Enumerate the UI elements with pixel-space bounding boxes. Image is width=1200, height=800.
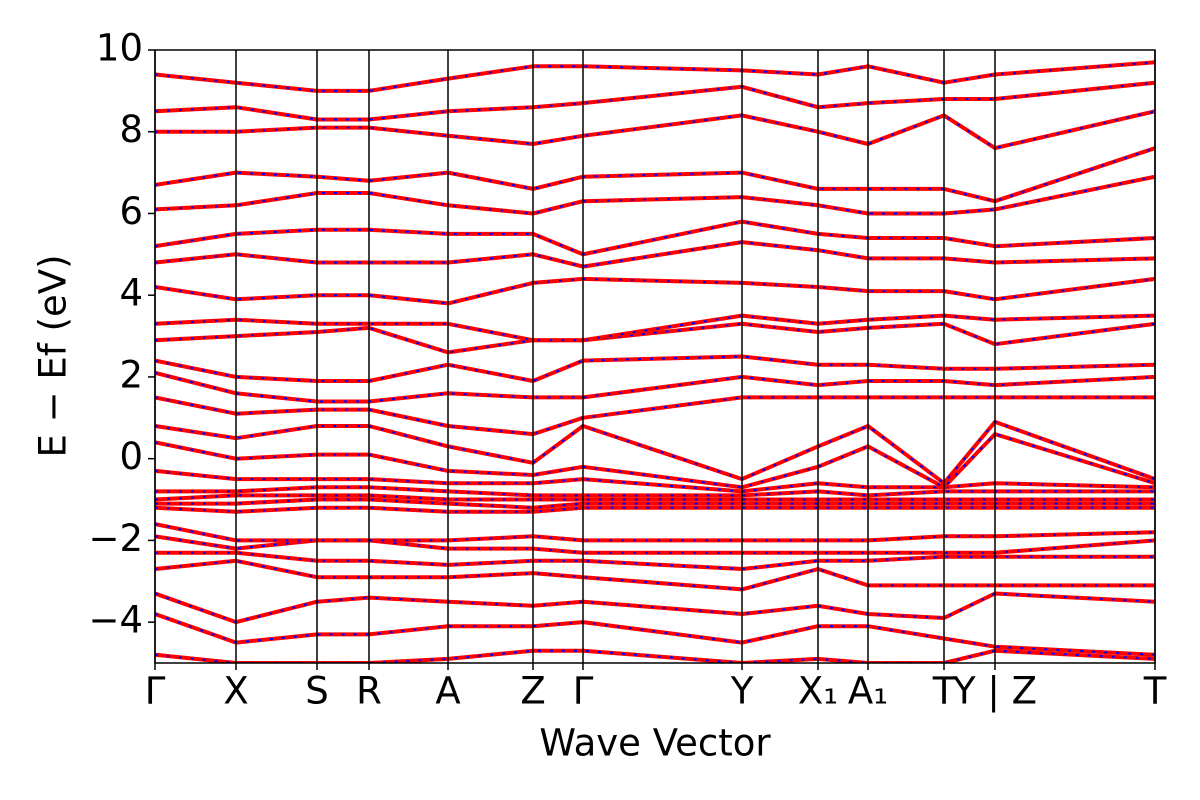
y-tick-label: 6 — [119, 190, 143, 233]
y-axis-label: E − Ef (eV) — [32, 254, 75, 457]
x-tick-label: Y — [730, 670, 754, 713]
y-tick-label: 8 — [119, 108, 143, 151]
x-tick-label: X₁ — [798, 670, 838, 713]
x-tick-label: Z — [520, 670, 545, 713]
y-tick-label: −4 — [88, 599, 143, 642]
x-tick-label: T — [1143, 670, 1167, 713]
x-tick-label: A₁ — [848, 670, 888, 713]
y-tick-label: 0 — [119, 435, 143, 478]
x-tick-label: A — [435, 670, 460, 713]
x-axis-label: Wave Vector — [539, 722, 771, 765]
y-tick-label: −2 — [88, 517, 143, 560]
x-tick-label: X — [223, 670, 248, 713]
y-tick-label: 10 — [96, 27, 143, 70]
y-tick-label: 4 — [119, 272, 143, 315]
x-tick-label: Γ — [145, 670, 166, 713]
y-tick-label: 2 — [119, 353, 143, 396]
x-tick-label: Y | Z — [952, 670, 1037, 713]
x-tick-label: R — [356, 670, 382, 713]
x-tick-label: T — [932, 670, 956, 713]
x-tick-label: Γ — [573, 670, 594, 713]
x-tick-label: S — [305, 670, 329, 713]
plot-frame — [154, 49, 1156, 664]
